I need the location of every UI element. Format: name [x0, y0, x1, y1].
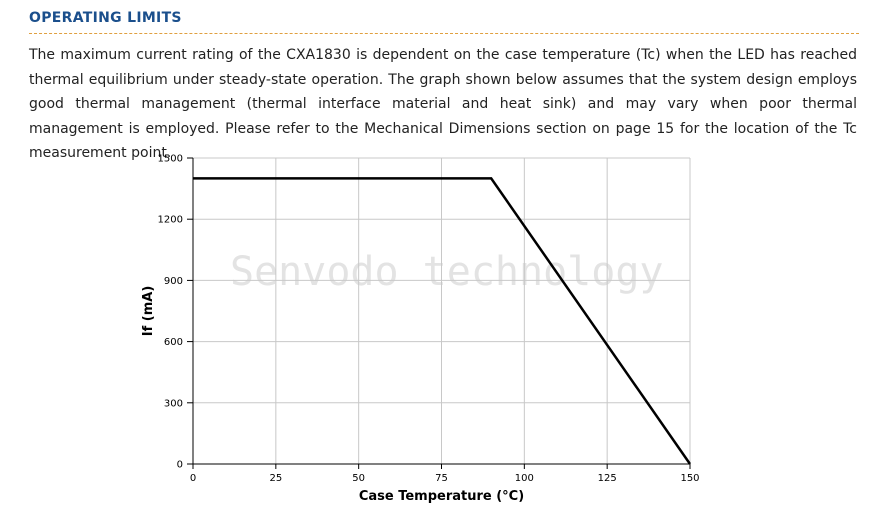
y-tick-label: 600: [164, 337, 183, 348]
section-divider: [29, 33, 859, 34]
x-tick-label: 50: [352, 473, 365, 484]
y-tick-label: 1500: [158, 154, 183, 165]
y-tick-label: 1200: [158, 215, 183, 226]
y-tick-label: 0: [177, 460, 183, 471]
watermark-text: Senvodo technology: [230, 249, 663, 295]
series-line: [193, 177, 692, 465]
x-tick-labels: 0 25 50 75 100 125 150: [190, 473, 700, 484]
x-tick-label: 25: [269, 473, 282, 484]
series-group: [193, 177, 692, 465]
x-tick-label: 0: [190, 473, 196, 484]
description-paragraph: The maximum current rating of the CXA183…: [29, 47, 857, 161]
x-tick-label: 125: [598, 473, 617, 484]
y-tick-labels: 0 300 600 900 1200 1500: [158, 154, 183, 471]
y-tick-label: 900: [164, 276, 183, 287]
x-tick-label: 150: [680, 473, 699, 484]
x-axis-title: Case Temperature (°C): [359, 489, 524, 504]
y-tick-label: 300: [164, 398, 183, 409]
x-tick-label: 75: [435, 473, 448, 484]
x-tick-label: 100: [515, 473, 534, 484]
y-axis-title: If (mA): [141, 286, 156, 337]
section-title: OPERATING LIMITS: [29, 10, 182, 26]
chart-grid: [187, 157, 691, 469]
